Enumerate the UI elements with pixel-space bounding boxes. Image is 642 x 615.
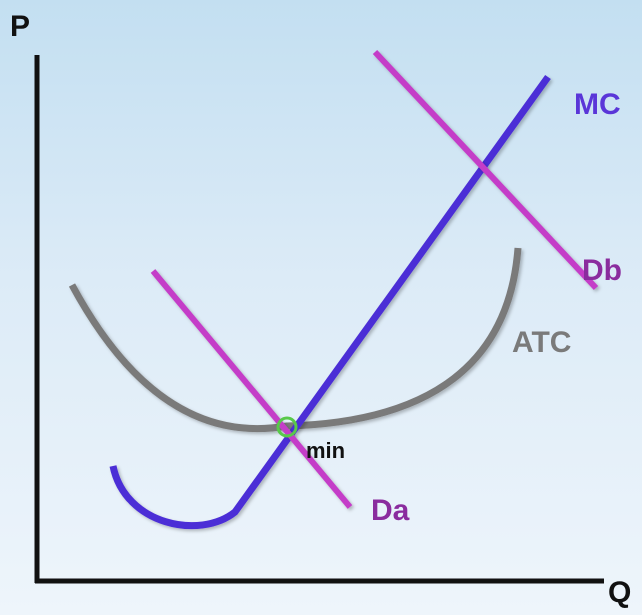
db-label: Db <box>582 254 622 287</box>
min-point-marker <box>276 416 298 438</box>
demand-curve-db <box>372 49 599 291</box>
y-axis-label: P <box>10 10 30 43</box>
atc-curve <box>68 247 522 433</box>
min-label: min <box>306 438 345 463</box>
mc-label: MC <box>574 88 621 121</box>
demand-curve-da <box>150 269 353 509</box>
x-axis-label: Q <box>608 576 631 609</box>
da-label: Da <box>371 494 410 527</box>
atc-label: ATC <box>512 326 571 359</box>
mc-curve <box>109 74 551 530</box>
